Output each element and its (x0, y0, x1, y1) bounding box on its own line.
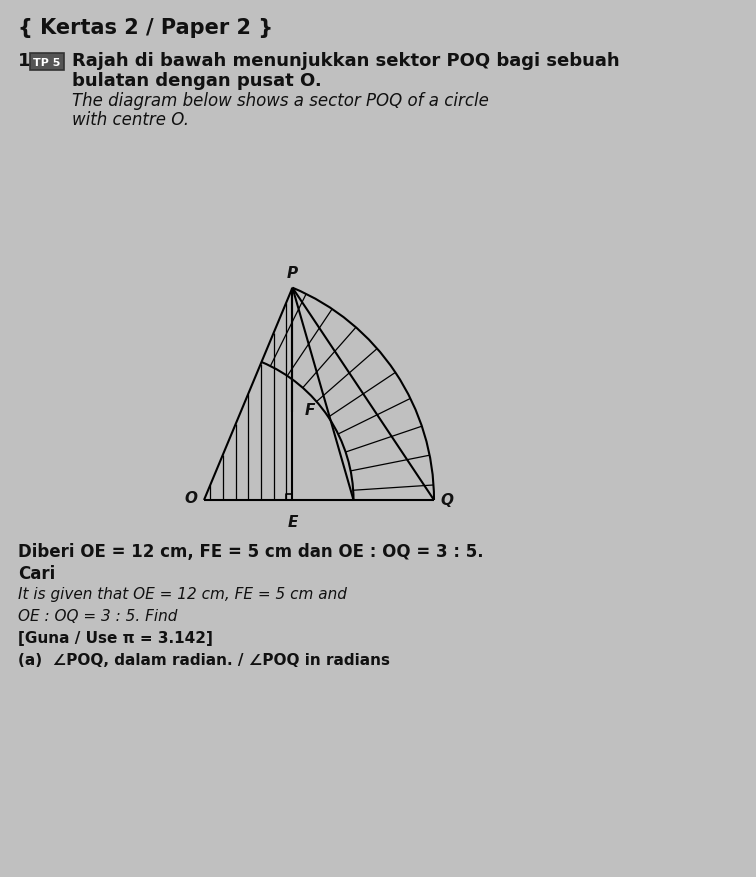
Text: Cari: Cari (18, 565, 55, 582)
Text: P: P (287, 266, 298, 281)
Text: OE : OQ = 3 : 5. Find: OE : OQ = 3 : 5. Find (18, 609, 178, 624)
Text: with centre O.: with centre O. (72, 111, 189, 129)
Text: { Kertas 2 / Paper 2 }: { Kertas 2 / Paper 2 } (18, 18, 273, 38)
Text: Rajah di bawah menunjukkan sektor POQ bagi sebuah: Rajah di bawah menunjukkan sektor POQ ba… (72, 52, 620, 70)
Text: (a)  ∠POQ, dalam radian. / ∠POQ in radians: (a) ∠POQ, dalam radian. / ∠POQ in radian… (18, 652, 390, 667)
Text: TP 5: TP 5 (33, 57, 60, 68)
Text: F: F (305, 403, 314, 417)
Text: O: O (184, 491, 197, 506)
Text: 1: 1 (18, 52, 30, 70)
Text: Diberi OE = 12 cm, FE = 5 cm dan OE : OQ = 3 : 5.: Diberi OE = 12 cm, FE = 5 cm dan OE : OQ… (18, 542, 484, 560)
Text: It is given that OE = 12 cm, FE = 5 cm and: It is given that OE = 12 cm, FE = 5 cm a… (18, 587, 347, 602)
Text: [Guna / Use π = 3.142]: [Guna / Use π = 3.142] (18, 631, 213, 645)
Text: bulatan dengan pusat O.: bulatan dengan pusat O. (72, 72, 322, 90)
Bar (30, 54, 64, 71)
Text: Q: Q (441, 493, 454, 508)
Text: The diagram below shows a sector POQ of a circle: The diagram below shows a sector POQ of … (72, 92, 489, 110)
Text: E: E (287, 515, 298, 530)
